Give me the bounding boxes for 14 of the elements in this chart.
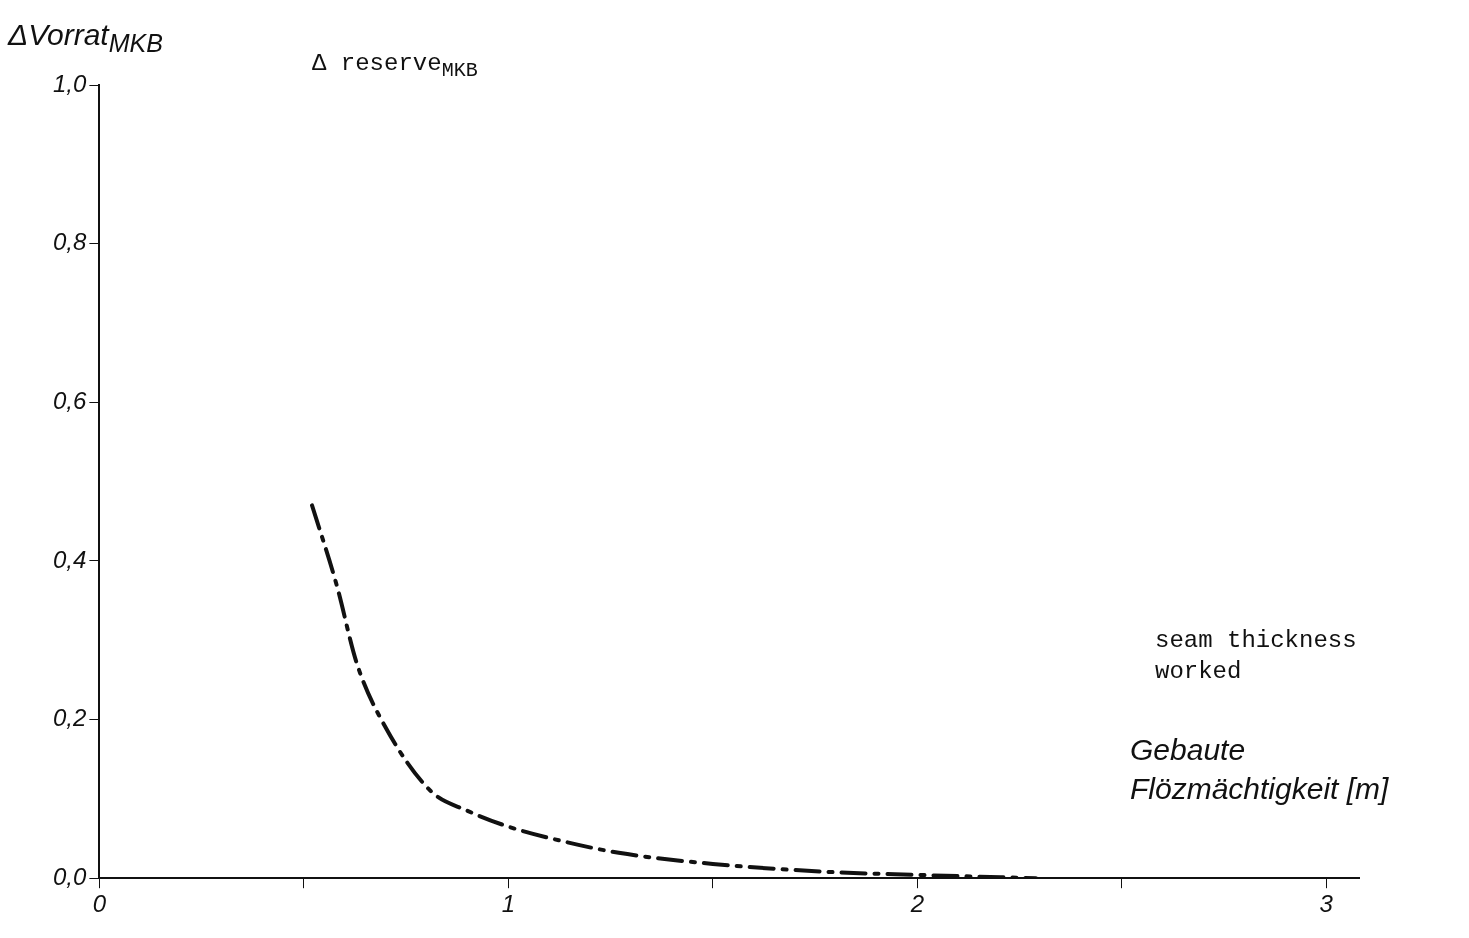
x-tick-label: 3 xyxy=(1319,890,1334,918)
y-tick-label: 0,2 xyxy=(52,704,87,732)
y-tick-label: 0,6 xyxy=(52,386,87,414)
y-axis-title: ΔVorrat$_{MKB}$ xyxy=(8,18,163,58)
y-tick-label: 0,0 xyxy=(52,862,87,890)
x-tick-label: 1 xyxy=(501,890,516,918)
x-axis-title: Gebaute Flözmächtigkeit [m] xyxy=(1130,732,1390,807)
y-tick-label: 0,8 xyxy=(52,228,87,256)
y-tick-label: 1,0 xyxy=(52,69,87,97)
text: Δ reserve$_{MKB}$ xyxy=(312,50,478,82)
x-tick-label: 2 xyxy=(909,890,924,918)
x-tick-label: 0 xyxy=(92,890,107,918)
y-tick-label: 0,4 xyxy=(52,545,87,573)
annotation: seam thickness worked xyxy=(1155,626,1358,688)
